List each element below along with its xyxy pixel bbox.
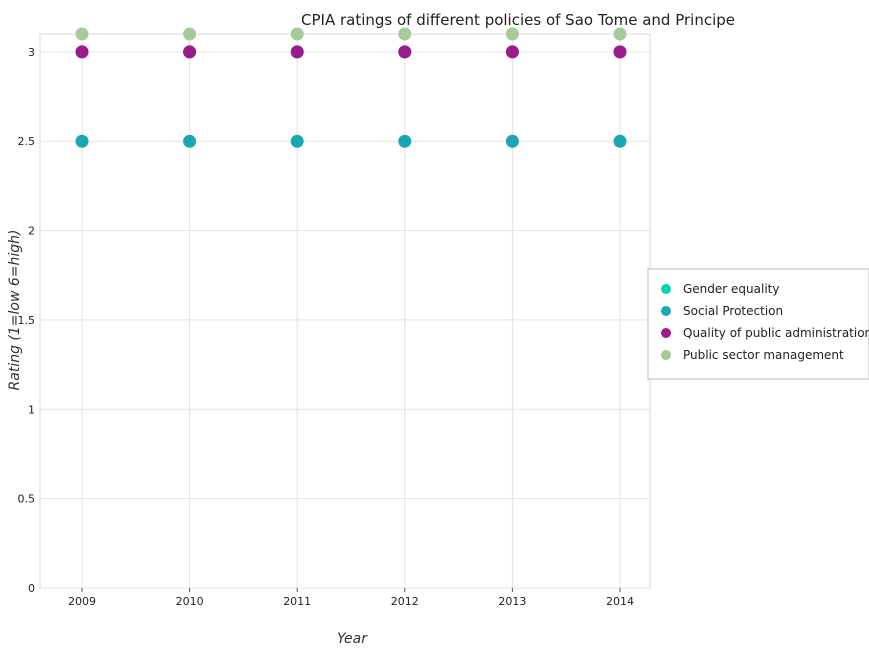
data-point: [505, 27, 519, 41]
data-point: [75, 45, 89, 59]
y-tick-label: 3: [28, 46, 35, 59]
y-tick-label: 2.5: [18, 135, 36, 148]
data-point: [290, 27, 304, 41]
x-tick-label: 2012: [391, 595, 419, 608]
data-point: [398, 45, 412, 59]
y-tick-label: 1: [28, 403, 35, 416]
x-tick-label: 2010: [176, 595, 204, 608]
legend-entry-label: Social Protection: [683, 304, 783, 318]
x-axis-ticks: 2009 2010 2011 2012 2013 2014: [68, 588, 634, 608]
grid: [39, 33, 651, 589]
data-point: [613, 45, 627, 59]
legend-marker: [661, 328, 671, 338]
data-point: [613, 27, 627, 41]
x-tick-label: 2013: [498, 595, 526, 608]
chart-title: CPIA ratings of different policies of Sa…: [301, 11, 735, 29]
data-point: [505, 134, 519, 148]
legend: Gender equality Social Protection Quality …: [647, 268, 869, 380]
data-point: [183, 134, 197, 148]
legend-box: [647, 268, 869, 380]
data-point: [75, 27, 89, 41]
x-axis-label: Year: [337, 631, 368, 647]
legend-marker: [661, 350, 671, 360]
y-tick-label: 0: [28, 582, 35, 595]
plot-frame: [39, 33, 651, 589]
legend-entry-label: Public sector management: [683, 348, 844, 362]
legend-entry-label: Gender equality: [683, 282, 779, 296]
y-tick-label: 1.5: [18, 314, 36, 327]
x-tick-label: 2014: [606, 595, 634, 608]
data-point: [75, 134, 89, 148]
data-point: [505, 45, 519, 59]
x-tick-label: 2009: [68, 595, 96, 608]
y-tick-label: 2: [28, 225, 35, 238]
data-point: [398, 134, 412, 148]
data-point: [613, 134, 627, 148]
y-axis-ticks: 0 0.5 1 1.5 2 2.5 3: [18, 46, 36, 595]
data-points: [75, 27, 627, 148]
legend-marker: [661, 284, 671, 294]
data-point: [398, 27, 412, 41]
legend-marker: [661, 306, 671, 316]
data-point: [290, 134, 304, 148]
legend-entry-label: Quality of public administration: [683, 326, 869, 340]
y-axis-label: Rating (1=low 6=high): [7, 230, 23, 391]
x-tick-label: 2011: [283, 595, 311, 608]
data-point: [290, 45, 304, 59]
data-point: [183, 45, 197, 59]
y-tick-label: 0.5: [18, 493, 36, 506]
data-point: [183, 27, 197, 41]
